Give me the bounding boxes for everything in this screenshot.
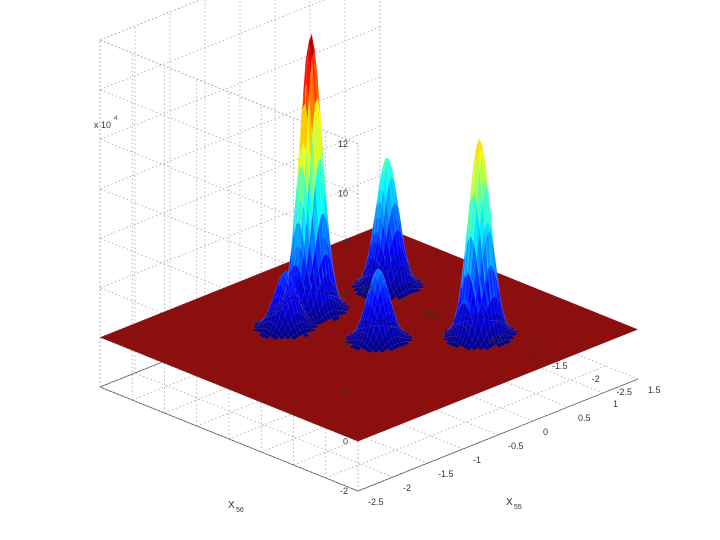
grid-line xyxy=(99,0,325,90)
z-tick-label: 4 xyxy=(343,337,348,347)
surface-cell xyxy=(404,331,411,335)
x-tick-label: -2.5 xyxy=(616,387,632,397)
x-tick-label: 0.5 xyxy=(426,309,439,319)
x-axis-label-sub: 56 xyxy=(236,507,244,514)
surface-cell xyxy=(413,276,420,280)
x-tick-label: 1 xyxy=(401,296,406,306)
y-tick-label: -0.5 xyxy=(508,441,524,451)
surface-cell xyxy=(406,335,414,339)
z-tick-label: 8 xyxy=(343,238,348,248)
y-tick-label: -2.5 xyxy=(368,497,384,507)
surface-cell xyxy=(418,282,426,286)
z-scale-prefix: x 10 xyxy=(94,120,111,130)
y-tick-label: 1 xyxy=(613,399,618,409)
z-scale-exponent: 4 xyxy=(114,116,118,122)
surface-cell xyxy=(410,275,417,277)
z-tick-label: 12 xyxy=(338,139,348,149)
ticks-layer: -2.5 -2 -1.5 -1 -0.5 0 0.5 1 1.5 -2.5 -2 -1.5 -1 -0.5… xyxy=(338,139,661,507)
z-tick-label: 6 xyxy=(343,288,348,298)
surface-cell xyxy=(506,323,513,328)
x-tick-label: -2 xyxy=(592,374,600,384)
surface-cell xyxy=(344,304,352,309)
y-axis-label-sub: 55 xyxy=(514,504,522,511)
y-axis-label: X xyxy=(506,497,513,508)
y-tick-label: 0.5 xyxy=(578,413,591,423)
z-tick-label: 10 xyxy=(338,189,348,199)
z-tick-label: 0 xyxy=(343,436,348,446)
x-tick-label: 1.5 xyxy=(361,283,374,293)
x-tick-label: -1.5 xyxy=(552,361,568,371)
y-tick-label: 1.5 xyxy=(648,385,661,395)
surface-cell xyxy=(339,298,346,301)
surface-cell xyxy=(509,326,516,330)
y-tick-label: -1 xyxy=(473,455,481,465)
surface-cell xyxy=(511,330,519,334)
surface-cell xyxy=(341,300,349,305)
x-tick-label: 0 xyxy=(466,322,471,332)
x-tick-label: -0.5 xyxy=(487,335,503,345)
x-tick-label: -1 xyxy=(527,348,535,358)
y-tick-label: -1.5 xyxy=(438,469,454,479)
surface-cell xyxy=(415,278,423,282)
surface-layer xyxy=(100,33,638,442)
x-axis-label: X xyxy=(228,500,235,511)
z-tick-label: -2 xyxy=(340,486,348,496)
z-tick-label: 2 xyxy=(343,387,348,397)
y-tick-label: 0 xyxy=(543,427,548,437)
y-tick-label: -2 xyxy=(403,483,411,493)
